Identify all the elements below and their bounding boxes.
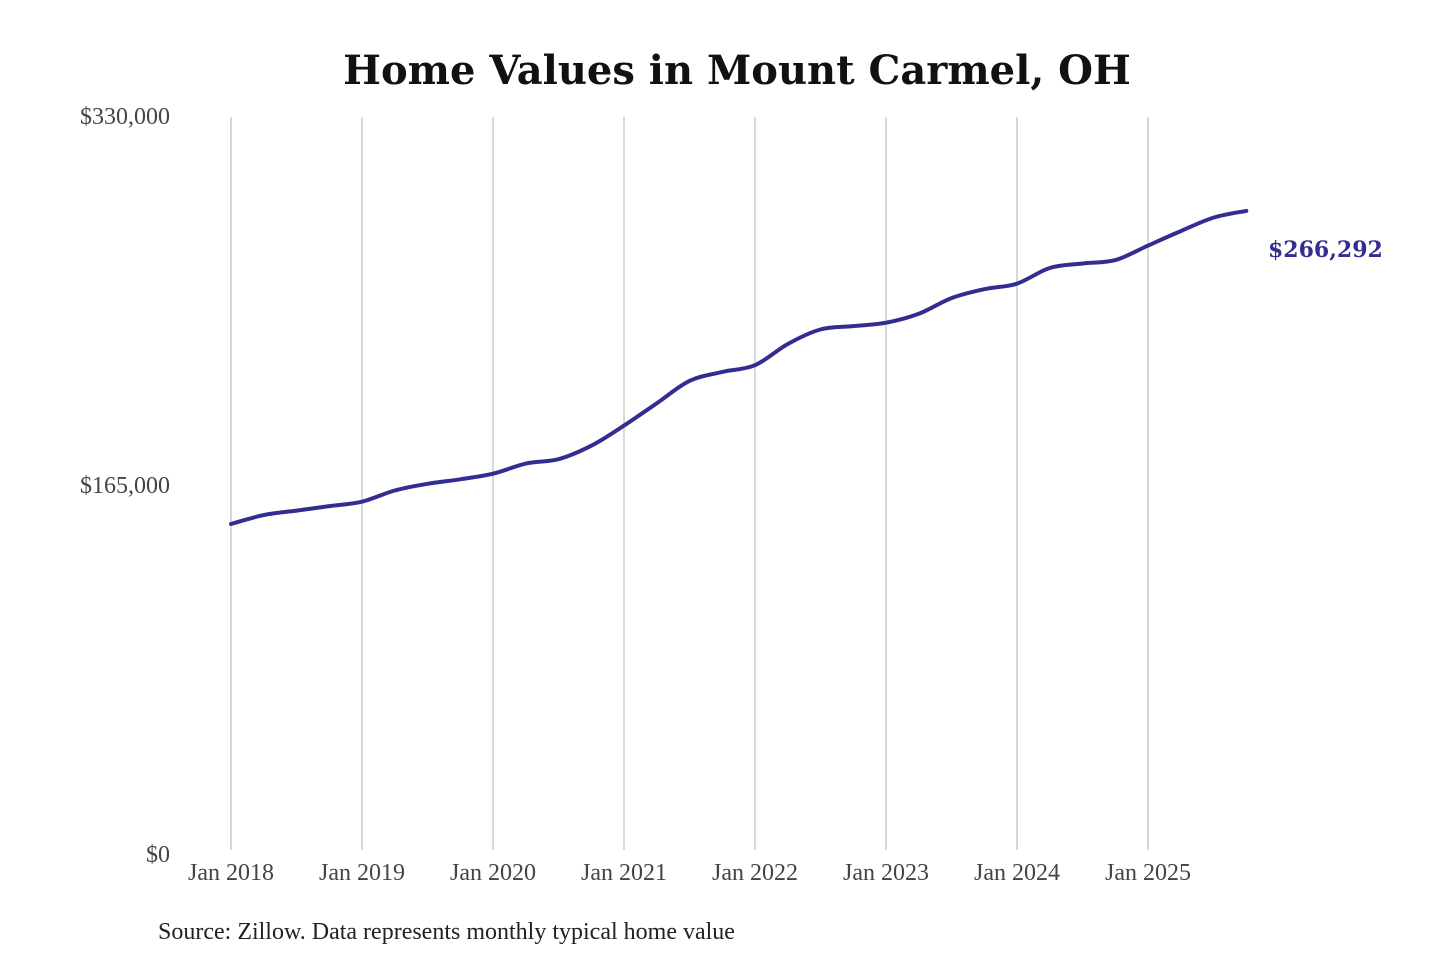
data-point <box>819 328 823 332</box>
x-tick-label: Jan 2025 <box>1105 860 1191 886</box>
x-tick-label: Jan 2024 <box>974 860 1060 886</box>
source-note: Source: Zillow. Data represents monthly … <box>158 919 735 945</box>
data-point <box>655 401 659 405</box>
data-point <box>851 324 855 328</box>
data-point <box>1244 209 1248 213</box>
data-point <box>622 424 626 428</box>
data-point <box>786 342 790 346</box>
data-point <box>1146 244 1150 248</box>
data-point <box>229 522 233 526</box>
data-point <box>589 444 593 448</box>
data-point <box>524 462 528 466</box>
x-axis-tick-labels: Jan 2018 Jan 2019 Jan 2020 Jan 2021 Jan 2022… <box>188 860 1191 886</box>
data-point <box>884 321 888 325</box>
x-tick-label: Jan 2018 <box>188 860 274 886</box>
data-point <box>491 472 495 476</box>
x-tick-label: Jan 2022 <box>712 860 798 886</box>
y-axis-tick-labels: $0 $165,000 $330,000 <box>80 104 170 868</box>
series-line-group <box>229 208 1249 526</box>
data-point <box>950 296 954 300</box>
x-tick-label: Jan 2023 <box>843 860 929 886</box>
y-tick-label: $165,000 <box>80 473 170 499</box>
data-point <box>1179 229 1183 233</box>
data-point <box>1015 282 1019 286</box>
data-point <box>458 477 462 481</box>
data-point <box>426 482 430 486</box>
y-tick-label: $330,000 <box>80 104 170 130</box>
data-point <box>393 489 397 493</box>
data-point <box>753 363 757 367</box>
chart-title: Home Values in Mount Carmel, OH <box>343 47 1131 94</box>
data-point <box>360 500 364 504</box>
data-point <box>720 370 724 374</box>
data-point <box>1048 266 1052 270</box>
data-point <box>1081 262 1085 266</box>
data-point <box>262 513 266 517</box>
data-point <box>688 379 692 383</box>
data-point <box>1113 258 1117 262</box>
data-point <box>327 504 331 508</box>
data-point <box>1212 216 1216 220</box>
data-point <box>295 509 299 513</box>
series-line <box>229 208 1249 526</box>
x-tick-label: Jan 2020 <box>450 860 536 886</box>
gridlines <box>230 117 1149 850</box>
data-point <box>557 457 561 461</box>
data-point <box>982 287 986 291</box>
y-tick-label: $0 <box>146 842 170 868</box>
x-tick-label: Jan 2019 <box>319 860 405 886</box>
x-tick-label: Jan 2021 <box>581 860 667 886</box>
end-value-label: $266,292 <box>1268 237 1383 263</box>
data-point <box>917 312 921 316</box>
